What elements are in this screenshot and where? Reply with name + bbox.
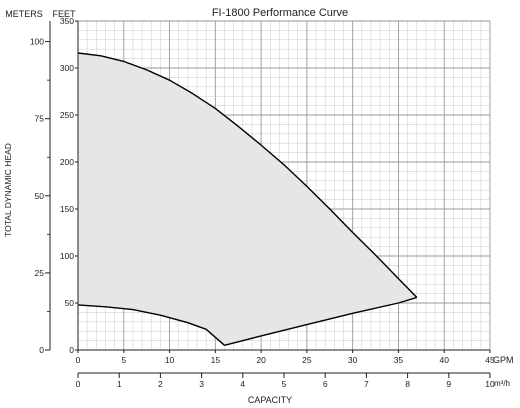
feet-tick-label: 350 bbox=[60, 16, 74, 26]
gpm-tick-label: 30 bbox=[348, 355, 358, 365]
m3h-tick-label: 9 bbox=[446, 379, 451, 389]
right-axis-unit-label: FEET bbox=[52, 9, 76, 19]
m3h-tick-label: 2 bbox=[158, 379, 163, 389]
feet-tick-label: 0 bbox=[69, 345, 74, 355]
x-axis-bottom-unit: m³/h bbox=[494, 379, 510, 388]
curve-lines bbox=[77, 52, 418, 346]
series-line-1 bbox=[77, 304, 225, 346]
m3h-tick-label: 7 bbox=[364, 379, 369, 389]
gpm-tick-label: 20 bbox=[256, 355, 266, 365]
chart-title: FI-1800 Performance Curve bbox=[212, 7, 348, 19]
series-line-2 bbox=[224, 296, 418, 346]
feet-tick-label: 300 bbox=[60, 63, 74, 73]
left-axis-unit-label: METERS bbox=[5, 9, 43, 19]
meter-tick-label: 25 bbox=[35, 268, 45, 278]
meter-tick-label: 75 bbox=[35, 114, 45, 124]
y-axis-label: TOTAL DYNAMIC HEAD bbox=[3, 143, 13, 237]
gpm-tick-label: 40 bbox=[439, 355, 449, 365]
gpm-tick-label: 25 bbox=[302, 355, 312, 365]
m3h-tick-label: 3 bbox=[199, 379, 204, 389]
gpm-tick-label: 35 bbox=[394, 355, 404, 365]
m3h-tick-label: 10 bbox=[485, 379, 495, 389]
m3h-tick-label: 1 bbox=[117, 379, 122, 389]
x-axis-top-unit: GPM bbox=[493, 355, 514, 365]
m3h-tick-label: 4 bbox=[240, 379, 245, 389]
operating-area-fill bbox=[78, 53, 417, 346]
gpm-tick-label: 0 bbox=[76, 355, 81, 365]
gpm-tick-label: 45 bbox=[485, 355, 495, 365]
feet-tick-label: 150 bbox=[60, 204, 74, 214]
m3h-tick-label: 0 bbox=[76, 379, 81, 389]
x-axis-label: CAPACITY bbox=[248, 395, 292, 405]
gpm-tick-label: 10 bbox=[165, 355, 175, 365]
meter-tick-label: 100 bbox=[30, 37, 44, 47]
feet-tick-label: 200 bbox=[60, 157, 74, 167]
feet-tick-label: 100 bbox=[60, 251, 74, 261]
gpm-tick-label: 5 bbox=[121, 355, 126, 365]
m3h-tick-label: 6 bbox=[323, 379, 328, 389]
feet-tick-label: 250 bbox=[60, 110, 74, 120]
series-line-0 bbox=[77, 52, 418, 298]
m3h-tick-label: 8 bbox=[405, 379, 410, 389]
meter-tick-label: 0 bbox=[39, 345, 44, 355]
meter-tick-label: 50 bbox=[35, 191, 45, 201]
gpm-tick-label: 15 bbox=[211, 355, 221, 365]
m3h-tick-label: 5 bbox=[282, 379, 287, 389]
feet-tick-label: 50 bbox=[65, 298, 75, 308]
